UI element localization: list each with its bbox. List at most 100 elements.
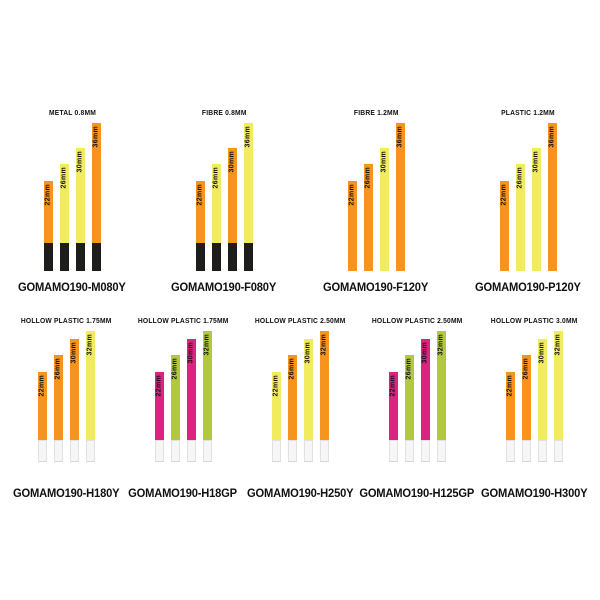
size-bar: 30mm [69,339,79,462]
size-bar: 26mm [521,355,531,462]
group-header-label: PLASTIC 1.2MM [501,110,555,117]
bar-stem-white [420,440,430,462]
size-bar: 30mm [303,339,313,462]
size-bar: 30mm [75,148,85,271]
bar-size-label: 26mm [54,358,62,380]
bar-size-label: 36mm [548,126,556,148]
bar-size-label: 36mm [244,126,252,148]
size-bar: 22mm [195,181,205,271]
size-bar: 22mm [505,372,515,462]
bar-cluster: 22mm 26mm 30mm 32mm [271,331,329,462]
group-header-label: HOLLOW PLASTIC 3.0MM [490,318,578,325]
bar-stem-black [59,243,69,271]
bar-size-label: 32mm [320,334,328,356]
size-bar: 36mm [243,123,253,271]
bar-size-label: 22mm [389,375,397,397]
size-bar: 26mm [53,355,63,462]
bar-stem-black [227,243,237,271]
product-group: PLASTIC 1.2MM 22mm 26mm 30mm 36mm GOMAMO190-P… [472,110,584,294]
bar-size-label: 30mm [380,151,388,173]
bar-stem-white [202,440,212,462]
size-bar: 32mm [553,331,563,462]
size-bar: 30mm [531,148,541,271]
bar-size-label: 32mm [203,334,211,356]
bar-size-label: 26mm [60,167,68,189]
bar-size-label: 22mm [506,375,514,397]
bar-size-label: 26mm [516,167,524,189]
size-bar: 32mm [436,331,446,462]
bar-size-label: 30mm [187,342,195,364]
bar-size-label: 22mm [272,375,280,397]
bar-size-label: 30mm [532,151,540,173]
bar-stem-white [388,440,398,462]
bar-size-label: 36mm [396,126,404,148]
bar-stem-white [69,440,79,462]
size-bar: 26mm [170,355,180,462]
bar-cluster: 22mm 26mm 30mm 32mm [388,331,446,462]
size-bar: 32mm [319,331,329,462]
bar-stem-white [537,440,547,462]
product-code: GOMAMO190-H180Y [12,486,120,500]
bar-cluster: 22mm 26mm 30mm 32mm [37,331,95,462]
bar-size-label: 32mm [86,334,94,356]
bar-size-label: 22mm [348,184,356,206]
bar-size-label: 32mm [554,334,562,356]
group-header-label: HOLLOW PLASTIC 2.50MM [371,318,463,325]
bar-size-label: 32mm [437,334,445,356]
product-group: HOLLOW PLASTIC 2.50MM 22mm 26mm 30mm 32mm GOM… [360,318,475,500]
size-bar: 26mm [211,164,221,271]
bar-stem-white [553,440,563,462]
size-bar: 32mm [85,331,95,462]
product-code: GOMAMO190-H250Y [246,486,354,500]
bar-stem-white [404,440,414,462]
bar-cluster: 22mm 26mm 30mm 36mm [499,123,557,271]
size-bar: 32mm [202,331,212,462]
bar-size-label: 30mm [421,342,429,364]
product-code: GOMAMO190-F120Y [323,280,429,294]
bar-stem-black [211,243,221,271]
product-group: METAL 0.8MM 22mm 26mm 30mm 36mm GOMAMO190-M08… [16,110,128,294]
size-bar: 22mm [499,181,509,271]
size-bar: 26mm [363,164,373,271]
bar-size-label: 26mm [171,358,179,380]
bar-stem-white [303,440,313,462]
bar-size-label: 30mm [76,151,84,173]
bar-cluster: 22mm 26mm 30mm 36mm [195,123,253,271]
size-bar: 26mm [59,164,69,271]
group-header-label: FIBRE 0.8MM [201,110,247,117]
bar-stem-black [243,243,253,271]
size-bar: 22mm [388,372,398,462]
size-bar: 26mm [404,355,414,462]
bar-size-label: 22mm [38,375,46,397]
size-bar: 22mm [43,181,53,271]
bar-size-label: 30mm [70,342,78,364]
bar-size-label: 22mm [155,375,163,397]
bar-stem-white [186,440,196,462]
size-bar: 30mm [186,339,196,462]
bar-cluster: 22mm 26mm 30mm 32mm [154,331,212,462]
size-bar: 30mm [537,339,547,462]
size-bar: 22mm [37,372,47,462]
product-group: HOLLOW PLASTIC 2.50MM 22mm 26mm 30mm 32mm GOM… [246,318,354,500]
product-group: FIBRE 1.2MM 22mm 26mm 30mm 36mm GOMAMO190-F12… [320,110,432,294]
bar-stem-black [195,243,205,271]
product-group: HOLLOW PLASTIC 1.75MM 22mm 26mm 30mm 32mm GOM… [12,318,120,500]
bar-size-label: 26mm [288,358,296,380]
product-code: GOMAMO190-M080Y [18,280,126,294]
product-group: HOLLOW PLASTIC 1.75MM 22mm 26mm 30mm 32mm GOM… [128,318,238,500]
product-code: GOMAMO190-H18GP [128,486,238,500]
size-bar: 30mm [420,339,430,462]
bar-stem-black [91,243,101,271]
bar-stem-white [85,440,95,462]
group-header-label: HOLLOW PLASTIC 1.75MM [20,318,112,325]
product-group: FIBRE 0.8MM 22mm 26mm 30mm 36mm GOMAMO190-F08… [168,110,280,294]
size-bar: 30mm [227,148,237,271]
bar-stem-white [271,440,281,462]
size-bar: 36mm [91,123,101,271]
size-bar: 22mm [271,372,281,462]
bar-cluster: 22mm 26mm 30mm 36mm [43,123,101,271]
group-header-label: METAL 0.8MM [48,110,96,117]
bar-size-label: 22mm [196,184,204,206]
size-bar: 22mm [154,372,164,462]
row-top: METAL 0.8MM 22mm 26mm 30mm 36mm GOMAMO190-M08… [0,110,600,294]
